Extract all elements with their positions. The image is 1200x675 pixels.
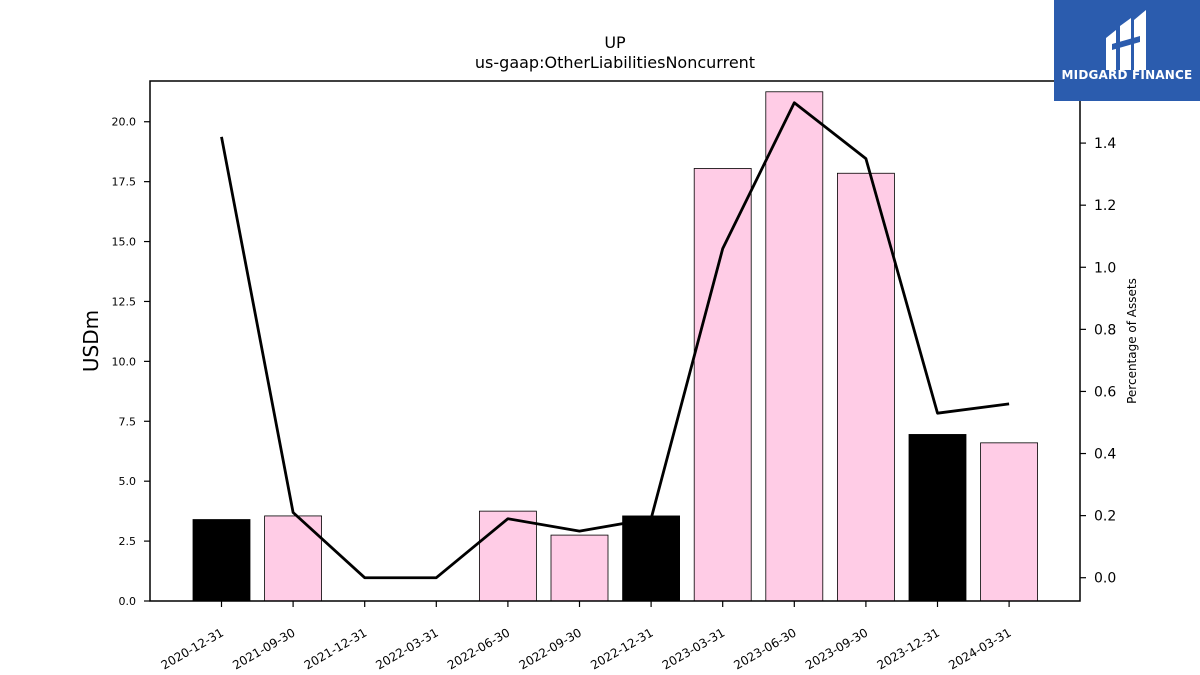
plot-frame <box>149 80 1081 602</box>
y-tick-label: 12.5 <box>112 295 137 308</box>
y2-tick-label: 0.0 <box>1094 571 1116 587</box>
bar-2024-03-31 <box>980 442 1038 602</box>
bar-2022-12-31 <box>622 515 680 602</box>
bar-2021-09-30 <box>264 515 323 602</box>
midgard-logo-mark-icon <box>1106 10 1146 70</box>
y-tick-label: 5.0 <box>119 475 137 488</box>
bar-series <box>192 91 1038 602</box>
y2-tick-label: 0.6 <box>1094 384 1116 400</box>
logo-text: MIDGARD FINANCE <box>1061 68 1193 82</box>
chart-subtitle: us-gaap:OtherLiabilitiesNoncurrent <box>475 53 755 72</box>
chart-title: UP <box>604 33 626 52</box>
y-tick-label: 2.5 <box>119 535 137 548</box>
x-tick-label: 2023-12-31 <box>875 625 942 672</box>
x-tick-label: 2023-06-30 <box>731 625 798 672</box>
y-tick-label: 17.5 <box>112 176 137 189</box>
bar-2023-09-30 <box>837 172 895 602</box>
y-tick-label: 0.0 <box>119 595 137 608</box>
x-tick-label: 2023-09-30 <box>803 625 870 672</box>
y2-axis-label: Percentage of Assets <box>1125 278 1139 404</box>
bar-2022-06-30 <box>478 510 537 602</box>
x-tick-label: 2020-12-31 <box>159 625 226 672</box>
y2-tick-label: 0.2 <box>1094 509 1116 525</box>
midgard-finance-logo: MIDGARD FINANCE <box>1054 0 1200 101</box>
x-tick-label: 2023-03-31 <box>660 625 727 672</box>
bar-2023-12-31 <box>908 434 967 602</box>
percentage-line-series <box>220 101 1010 580</box>
bar-2020-12-31 <box>192 519 251 602</box>
y2-tick-label: 0.8 <box>1094 322 1116 338</box>
bar-2023-03-31 <box>693 168 752 602</box>
y-tick-label: 7.5 <box>119 415 137 428</box>
y-tick-label: 15.0 <box>112 236 137 249</box>
bar-2022-09-30 <box>550 534 609 602</box>
y-axis-ticks: 0.0 2.5 5.0 7.5 10.0 12.5 15.0 17.5 20.0 <box>112 116 150 608</box>
y-tick-label: 10.0 <box>112 355 137 368</box>
x-tick-label: 2021-12-31 <box>302 625 369 672</box>
y-tick-label: 20.0 <box>112 116 137 129</box>
x-tick-label: 2021-09-30 <box>230 625 297 672</box>
y2-tick-label: 1.0 <box>1094 260 1116 276</box>
y2-axis-ticks: 0.0 0.2 0.4 0.6 0.8 1.0 1.2 1.4 <box>1080 136 1116 587</box>
x-tick-label: 2022-03-31 <box>373 625 440 672</box>
x-tick-label: 2024-03-31 <box>946 625 1013 672</box>
y2-tick-label: 1.2 <box>1094 198 1116 214</box>
bar-2023-06-30 <box>765 91 824 602</box>
y2-tick-label: 1.4 <box>1094 136 1116 152</box>
x-tick-label: 2022-09-30 <box>517 625 584 672</box>
y-axis-label: USDm <box>79 310 103 372</box>
x-tick-label: 2022-06-30 <box>445 625 512 672</box>
x-tick-label: 2022-12-31 <box>588 625 655 672</box>
percentage-line <box>220 101 1010 580</box>
x-axis-ticks: 2020-12-31 2021-09-30 2021-12-31 2022-03-31… <box>159 601 1014 672</box>
y2-tick-label: 0.4 <box>1094 447 1116 463</box>
